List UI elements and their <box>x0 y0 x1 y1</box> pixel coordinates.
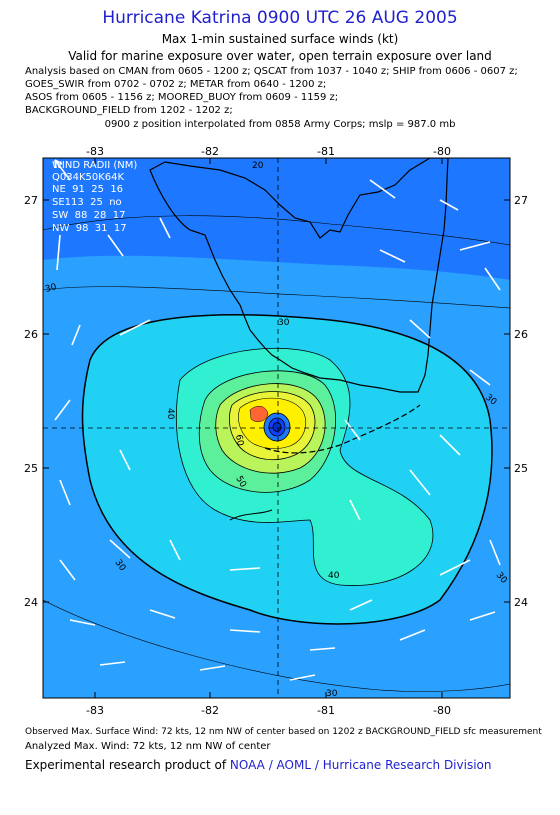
wind-radii-row: SE113 25 no <box>52 197 122 208</box>
lon-tick-bottom: -83 <box>86 704 104 717</box>
lon-tick-bottom: -80 <box>433 704 451 717</box>
credit-org-link[interactable]: NOAA / AOML / Hurricane Research Divisio… <box>229 758 492 772</box>
axis-tick-labels: -83 -82 -81 -80 -83 -82 -81 -80 27 26 25… <box>24 145 528 717</box>
wind-radii-row: SW 88 28 17 <box>52 210 125 221</box>
lat-tick-right: 24 <box>514 596 528 609</box>
lon-tick-bottom: -81 <box>317 704 335 717</box>
analysis-sources-line: Analysis based on CMAN from 0605 - 1200 … <box>25 66 518 77</box>
lon-tick-top: -83 <box>86 145 104 158</box>
lat-tick-left: 24 <box>24 596 38 609</box>
contour-label: 60 <box>233 434 245 447</box>
map-title: Hurricane Katrina 0900 UTC 26 AUG 2005 <box>102 8 458 28</box>
wind-analysis-map: -83 -82 -81 -80 -83 -82 -81 -80 27 26 25… <box>0 140 560 720</box>
wind-radii-legend: WIND RADII (NM) Q034K50K64K NE 91 25 16 … <box>52 160 137 234</box>
contour-labels: 20 30 30 30 30 30 40 40 50 60 30 <box>44 161 509 699</box>
wind-radii-title: WIND RADII (NM) <box>52 160 137 171</box>
contour-label: 30 <box>44 282 58 295</box>
contour-label: 20 <box>252 161 264 171</box>
lat-tick-right: 27 <box>514 194 528 207</box>
lat-tick-left: 26 <box>24 328 38 341</box>
contour-label: 40 <box>165 408 175 420</box>
analysis-sources-line: GOES_SWIR from 0702 - 0702 z; METAR from… <box>25 79 327 90</box>
contour-label: 30 <box>326 689 338 699</box>
credit-prefix: Experimental research product of <box>25 758 230 772</box>
contour-label: 30 <box>278 318 290 328</box>
lat-tick-left: 27 <box>24 194 38 207</box>
wind-radii-row: NE 91 25 16 <box>52 184 123 195</box>
lon-tick-bottom: -82 <box>201 704 219 717</box>
analysis-sources-line: ASOS from 0605 - 1156 z; MOORED_BUOY fro… <box>25 92 339 103</box>
validity-note: Valid for marine exposure over water, op… <box>68 49 492 63</box>
wind-vectors <box>54 159 501 681</box>
lat-tick-right: 26 <box>514 328 528 341</box>
lat-tick-left: 25 <box>24 462 38 475</box>
lon-tick-top: -80 <box>433 145 451 158</box>
graticule <box>42 157 511 699</box>
wind-radii-header: Q034K50K64K <box>52 172 125 183</box>
lon-tick-top: -81 <box>317 145 335 158</box>
observed-max-wind: Observed Max. Surface Wind: 72 kts, 12 n… <box>25 727 542 737</box>
lat-tick-right: 25 <box>514 462 528 475</box>
analysis-sources-line: BACKGROUND_FIELD from 1202 - 1202 z; <box>25 105 233 116</box>
analyzed-max-wind: Analyzed Max. Wind: 72 kts, 12 nm NW of … <box>25 741 271 752</box>
lon-tick-top: -82 <box>201 145 219 158</box>
credit-line: Experimental research product of NOAA / … <box>25 758 491 772</box>
wind-contour-field <box>43 158 510 698</box>
map-subtitle: Max 1-min sustained surface winds (kt) <box>161 32 399 46</box>
position-note: 0900 z position interpolated from 0858 A… <box>104 119 456 130</box>
wind-radii-row: NW 98 31 17 <box>52 223 127 234</box>
contour-label: 40 <box>328 571 340 581</box>
